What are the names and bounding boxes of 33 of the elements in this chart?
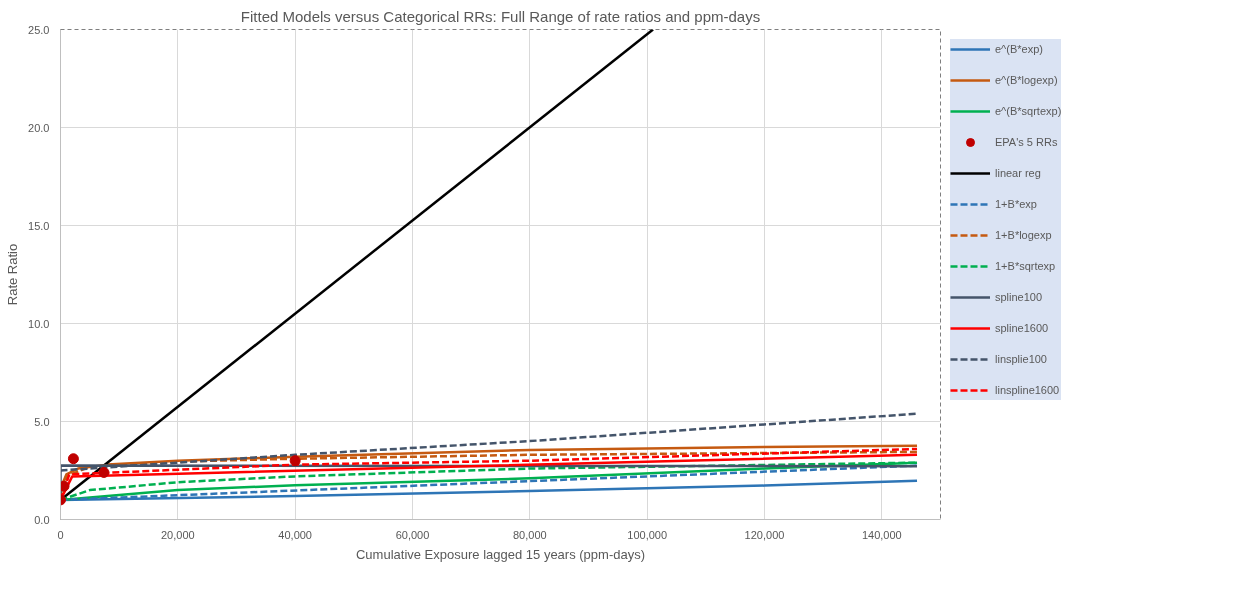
legend-label: linear reg: [995, 167, 1041, 179]
x-tick-label: 20,000: [161, 528, 195, 541]
legend-label: 1+B*sqrtexp: [995, 260, 1056, 272]
legend-label: 1+B*logexp: [995, 229, 1052, 241]
legend-label: e^(B*logexp): [995, 74, 1058, 86]
x-tick-label: 120,000: [744, 528, 785, 541]
legend-label: spline100: [995, 291, 1043, 303]
y-tick-label: 25.0: [28, 23, 50, 36]
point: [60, 480, 70, 492]
y-tick-label: 20.0: [28, 121, 50, 134]
x-axis-title: Cumulative Exposure lagged 15 years (ppm-days): [355, 546, 646, 562]
legend-label: 1+B*exp: [995, 198, 1037, 210]
x-tick-label: 40,000: [278, 528, 312, 541]
x-tick-label: 0: [57, 528, 64, 541]
y-tick-label: 0.0: [34, 513, 50, 526]
legend-label: linsplie100: [995, 353, 1047, 365]
x-tick-label: 80,000: [513, 528, 547, 541]
y-tick-label: 15.0: [28, 219, 50, 232]
point: [289, 455, 301, 467]
y-axis-title: Rate Ratio: [5, 243, 21, 306]
legend-label: spline1600: [995, 322, 1049, 334]
point: [98, 466, 110, 478]
legend-label: e^(B*sqrtexp): [995, 105, 1062, 117]
legend-label: linspline1600: [995, 384, 1060, 396]
y-tick-label: 5.0: [34, 415, 50, 428]
chart-title: Fitted Models versus Categorical RRs: Full Range of rate ratios and ppm-days: [240, 7, 761, 25]
legend-label: e^(B*exp): [995, 43, 1043, 55]
point: [67, 453, 79, 465]
y-tick-label: 10.0: [28, 317, 50, 330]
x-tick-label: 60,000: [395, 528, 430, 541]
x-tick-label: 100,000: [627, 528, 668, 541]
legend-label: EPA's 5 RRs: [995, 136, 1058, 148]
x-tick-label: 140,000: [861, 528, 902, 541]
